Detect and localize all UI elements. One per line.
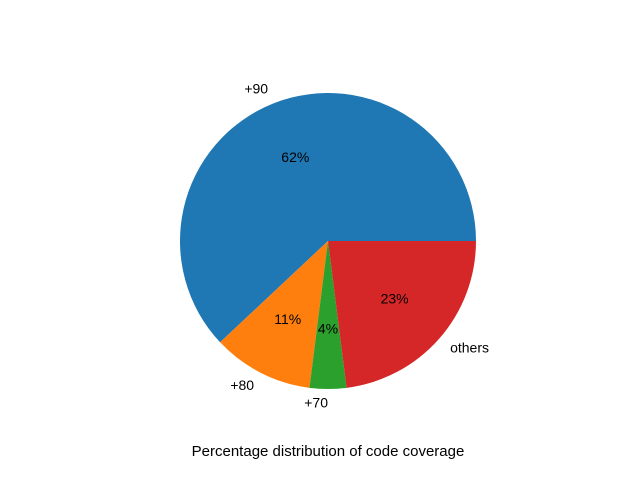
pie-slice-90 <box>180 92 476 343</box>
pie-slice-others <box>328 241 476 388</box>
pie-slices <box>180 92 476 389</box>
pie-slice-70 <box>309 241 347 389</box>
pie-percent-70: 4% <box>318 321 338 337</box>
pie-percent-90: 62% <box>281 149 309 165</box>
pie-label-80: +80 <box>230 377 254 393</box>
pie-labels: +90 62% +80 11% +70 4% others 23% <box>230 80 489 410</box>
chart-caption: Percentage distribution of code coverage <box>192 443 465 460</box>
pie-label-others: others <box>450 339 489 355</box>
pie-percent-80: 11% <box>274 311 301 327</box>
pie-slice-80 <box>220 241 328 388</box>
pie-label-70: +70 <box>304 395 328 411</box>
pie-label-90: +90 <box>244 80 268 96</box>
pie-percent-others: 23% <box>381 290 409 306</box>
